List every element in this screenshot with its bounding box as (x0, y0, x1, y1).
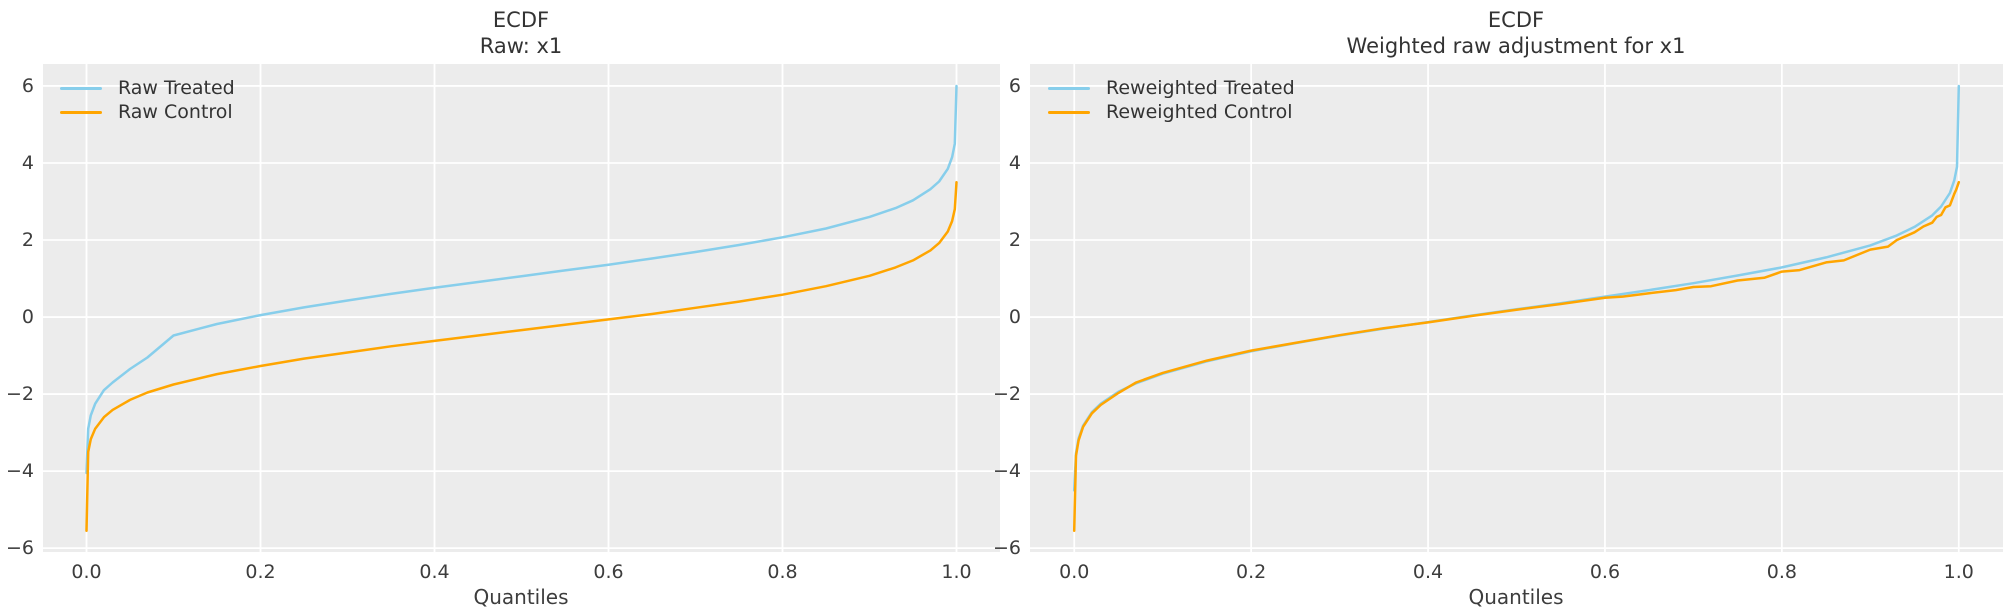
panel-weighted-title-line2: Weighted raw adjustment for x1 (1346, 34, 1686, 58)
panel-raw-title-line1: ECDF (492, 8, 550, 32)
y-tick-label: −4 (5, 460, 34, 483)
legend-row: Reweighted Treated (1048, 77, 1295, 99)
x-tick-label: 0.4 (419, 561, 450, 583)
y-tick-label: 2 (21, 229, 34, 252)
y-tick-label: 4 (1008, 151, 1021, 174)
y-tick-label: −4 (992, 460, 1021, 483)
y-tick-label: 0 (1008, 306, 1021, 329)
panel-weighted-title: ECDF Weighted raw adjustment for x1 (1347, 7, 1686, 59)
reweighted-treated-legend-label: Reweighted Treated (1106, 77, 1295, 99)
legend-row: Raw Control (60, 101, 235, 123)
series-line-raw-control (85, 180, 958, 533)
x-tick-label: 0.8 (767, 561, 798, 583)
y-tick-label: −2 (5, 383, 34, 406)
legend-row: Raw Treated (60, 77, 235, 99)
x-tick-label: 1.0 (941, 561, 972, 583)
panel-weighted-legend: Reweighted Treated Reweighted Control (1048, 77, 1295, 123)
series-line-raw-treated (85, 84, 958, 475)
x-tick-label: 0.6 (593, 561, 624, 583)
reweighted-control-line-swatch (1048, 111, 1090, 114)
y-tick-label: −6 (5, 537, 34, 560)
panel-weighted-title-line1: ECDF (1487, 8, 1545, 32)
reweighted-treated-line-swatch (1048, 87, 1090, 90)
y-tick-label: 6 (1008, 74, 1021, 97)
panel-raw-plot (43, 64, 1000, 552)
plot-background (43, 64, 1000, 552)
plot-background (1030, 64, 2003, 552)
y-tick-label: 6 (21, 74, 34, 97)
x-tick-label: 0.0 (1059, 561, 1090, 583)
panel-raw-title-line2: Raw: x1 (479, 34, 563, 58)
x-tick-label: 0.4 (1412, 561, 1444, 583)
y-tick-label: −6 (992, 537, 1021, 560)
raw-control-line-swatch (60, 111, 102, 114)
panel-weighted-xlabel: Quantiles (1468, 585, 1564, 609)
x-tick-label: 0.2 (1236, 561, 1267, 583)
raw-control-legend-label: Raw Control (118, 101, 233, 123)
x-tick-label: 0.6 (1589, 561, 1621, 583)
panel-raw-xlabel: Quantiles (473, 585, 569, 609)
y-tick-label: −2 (992, 383, 1021, 406)
y-tick-label: 2 (1008, 229, 1021, 252)
raw-treated-legend-label: Raw Treated (118, 77, 235, 99)
panel-raw-legend: Raw Treated Raw Control (60, 77, 235, 123)
panel-weighted-plot (1030, 64, 2003, 552)
legend-row: Reweighted Control (1048, 101, 1295, 123)
x-tick-label: 1.0 (1943, 561, 1974, 583)
series-line-reweighted-control (1072, 180, 1961, 533)
reweighted-control-legend-label: Reweighted Control (1106, 101, 1293, 123)
x-tick-label: 0.8 (1766, 561, 1797, 583)
x-tick-label: 0.2 (245, 561, 276, 583)
y-tick-label: 4 (21, 151, 34, 174)
panel-raw-title: ECDF Raw: x1 (480, 7, 563, 59)
x-tick-label: 0.0 (71, 561, 102, 583)
raw-treated-line-swatch (60, 87, 102, 90)
y-tick-label: 0 (21, 306, 34, 329)
